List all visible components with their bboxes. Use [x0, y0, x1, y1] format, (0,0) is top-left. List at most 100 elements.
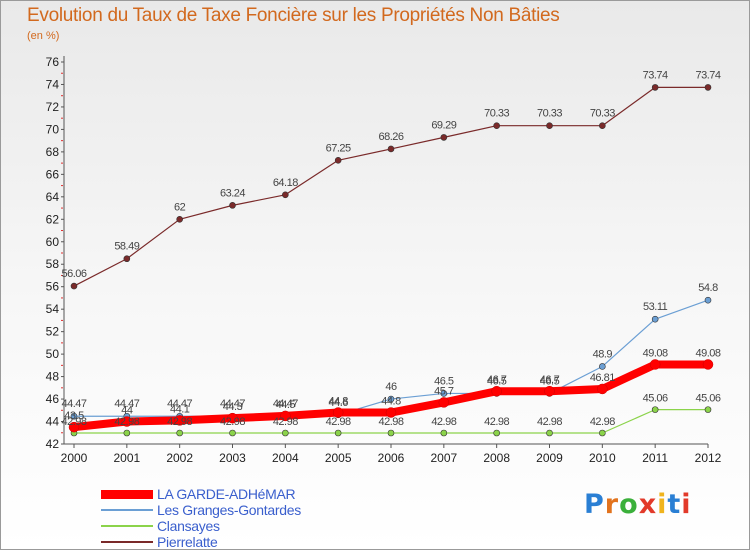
data-point [121, 416, 133, 427]
data-label: 46.81 [590, 372, 615, 384]
logo-letter: x [638, 489, 658, 520]
data-point [440, 134, 448, 141]
legend-item: Les Granges-Gontardes [101, 502, 401, 518]
data-point [546, 429, 553, 437]
x-tick-label: 2005 [325, 451, 352, 465]
data-point [546, 122, 553, 130]
data-label: 69.29 [431, 119, 456, 131]
data-point [704, 406, 712, 413]
legend-swatch [101, 489, 153, 499]
data-point [68, 421, 80, 433]
legend-swatch [101, 525, 153, 527]
data-label: 62 [174, 201, 186, 213]
data-label: 44.5 [276, 399, 296, 411]
data-label: 42.98 [167, 416, 192, 428]
data-point [123, 255, 131, 263]
y-tick-label: 56 [46, 280, 60, 294]
x-tick-label: 2011 [642, 451, 668, 465]
data-point [651, 315, 659, 323]
data-label: 42.98 [590, 416, 615, 428]
x-tick-label: 2004 [272, 451, 299, 465]
legend-label: Les Granges-Gontardes [157, 502, 301, 518]
logo-letter: r [604, 489, 620, 520]
legend-swatch [101, 541, 153, 543]
data-point [491, 385, 502, 397]
data-point [651, 84, 659, 91]
data-label: 46 [385, 381, 397, 393]
data-point [493, 429, 500, 437]
logo-letter: P [584, 489, 605, 520]
data-point [702, 359, 714, 370]
data-point [227, 412, 238, 424]
data-label: 46.5 [540, 375, 560, 387]
data-label: 73.74 [695, 69, 720, 81]
data-point [649, 359, 661, 370]
data-label: 42.98 [114, 416, 139, 428]
data-label: 44 [121, 405, 133, 417]
data-label: 70.33 [484, 108, 509, 120]
data-point [123, 429, 131, 437]
logo-letter: t [667, 489, 682, 520]
data-point [229, 202, 236, 209]
data-label: 56.06 [61, 268, 86, 280]
data-label: 44.1 [170, 403, 190, 415]
data-label: 44.47 [114, 398, 139, 410]
data-label: 70.33 [590, 108, 615, 120]
chart-subtitle: (en %) [27, 30, 60, 42]
y-tick-label: 60 [46, 235, 60, 249]
x-tick-label: 2009 [536, 451, 563, 465]
data-label: 48.9 [593, 348, 613, 360]
data-point [174, 415, 185, 426]
x-tick-label: 2007 [430, 451, 457, 465]
data-label: 42.98 [484, 416, 509, 428]
data-point [599, 363, 606, 370]
data-label: 46.7 [540, 374, 560, 386]
data-label: 64.18 [273, 177, 298, 189]
data-label: 73.74 [643, 69, 668, 81]
y-tick-label: 46 [46, 392, 60, 406]
data-label: 46.5 [487, 375, 507, 387]
data-point [334, 429, 342, 437]
legend-label: Pierrelatte [157, 534, 218, 550]
data-point [704, 296, 712, 304]
data-label: 42.98 [326, 416, 351, 428]
x-tick-label: 2003 [219, 451, 246, 465]
y-tick-label: 54 [46, 302, 60, 316]
x-tick-label: 2002 [166, 451, 193, 465]
y-tick-label: 66 [46, 167, 60, 181]
proxiti-logo: Proxiti [584, 489, 692, 520]
data-label: 68.26 [378, 131, 403, 143]
y-tick-label: 62 [46, 212, 60, 226]
data-point [440, 429, 448, 437]
data-label: 44.8 [328, 396, 348, 408]
data-point [438, 397, 450, 408]
y-tick-label: 42 [46, 437, 60, 451]
y-tick-label: 50 [46, 347, 60, 361]
data-point [229, 429, 236, 437]
data-point [176, 429, 183, 437]
data-label: 42.98 [537, 416, 562, 428]
y-tick-label: 48 [46, 370, 60, 384]
data-label: 58.49 [114, 241, 139, 253]
data-label: 43.5 [64, 410, 84, 422]
logo-letter: i [657, 489, 668, 520]
x-tick-label: 2000 [61, 451, 88, 465]
data-point [599, 429, 606, 437]
data-point [651, 406, 659, 413]
data-point [70, 282, 78, 290]
x-tick-label: 2008 [483, 451, 510, 465]
data-label: 45.06 [695, 393, 720, 405]
y-tick-label: 44 [46, 415, 60, 429]
data-point [544, 385, 555, 397]
data-point [387, 395, 395, 403]
chart-title: Evolution du Taux de Taxe Foncière sur l… [27, 5, 560, 26]
data-label: 45.7 [434, 385, 454, 397]
data-label: 70.33 [537, 108, 562, 120]
legend: LA GARDE-ADHéMAR Les Granges-Gontardes Cla… [101, 486, 401, 550]
data-point [493, 122, 500, 130]
data-label: 44.8 [381, 396, 401, 408]
data-label: 44.47 [167, 398, 192, 410]
legend-swatch [101, 509, 153, 511]
